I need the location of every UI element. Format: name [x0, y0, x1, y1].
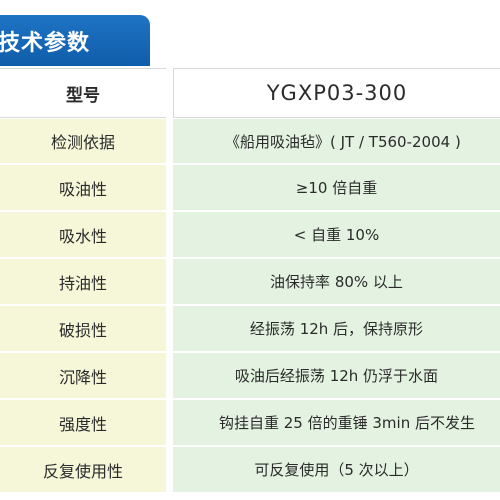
param-value: 可反复使用（5 次以上）	[254, 461, 419, 479]
param-value-cell: ≥10 倍自重	[173, 164, 500, 211]
param-value-cell: 吸油后经振荡 12h 仍浮于水面	[173, 352, 500, 399]
param-value: 钩挂自重 25 倍的重锤 3min 后不发生	[219, 414, 475, 432]
param-name: 破损性	[0, 305, 166, 352]
param-value: ≥10 倍自重	[295, 179, 378, 197]
param-value-cell: 可反复使用（5 次以上）	[173, 446, 500, 493]
header-model-cell: YGXP03-300	[173, 68, 500, 118]
table-row: 吸水性 < 自重 10%	[0, 211, 500, 258]
model-number: YGXP03-300	[266, 81, 408, 105]
header-label-cell: 型号	[0, 68, 166, 118]
param-name: 反复使用性	[0, 446, 166, 493]
param-name: 沉降性	[0, 352, 166, 399]
table-row: 破损性 经振荡 12h 后，保持原形	[0, 305, 500, 352]
spec-table: 型号 YGXP03-300 检测依据 《船用吸油毡》( JT / T560-20…	[0, 68, 500, 494]
section-title: 技术参数	[0, 30, 91, 56]
table-row: 持油性 油保持率 80% 以上	[0, 258, 500, 305]
param-name: 检测依据	[0, 118, 166, 164]
param-name: 持油性	[0, 258, 166, 305]
param-name: 强度性	[0, 399, 166, 446]
section-title-bar: 技术参数	[0, 15, 150, 66]
param-value: 经振荡 12h 后，保持原形	[249, 320, 424, 338]
param-value: 《船用吸油毡》( JT / T560-2004 )	[225, 132, 461, 151]
param-name: 吸油性	[0, 164, 166, 211]
table-header-row: 型号 YGXP03-300	[0, 68, 500, 118]
table-row: 检测依据 《船用吸油毡》( JT / T560-2004 )	[0, 118, 500, 164]
param-value: < 自重 10%	[293, 226, 380, 244]
param-value-cell: 经振荡 12h 后，保持原形	[173, 305, 500, 352]
param-value-cell: 钩挂自重 25 倍的重锤 3min 后不发生	[173, 399, 500, 446]
table-row: 反复使用性 可反复使用（5 次以上）	[0, 446, 500, 493]
param-value: 吸油后经振荡 12h 仍浮于水面	[234, 367, 439, 385]
param-value-cell: < 自重 10%	[173, 211, 500, 258]
param-value-cell: 《船用吸油毡》( JT / T560-2004 )	[173, 118, 500, 164]
table-row: 沉降性 吸油后经振荡 12h 仍浮于水面	[0, 352, 500, 399]
table-row: 吸油性 ≥10 倍自重	[0, 164, 500, 211]
param-value-cell: 油保持率 80% 以上	[173, 258, 500, 305]
param-name: 吸水性	[0, 211, 166, 258]
table-row: 强度性 钩挂自重 25 倍的重锤 3min 后不发生	[0, 399, 500, 446]
param-value: 油保持率 80% 以上	[270, 273, 403, 291]
